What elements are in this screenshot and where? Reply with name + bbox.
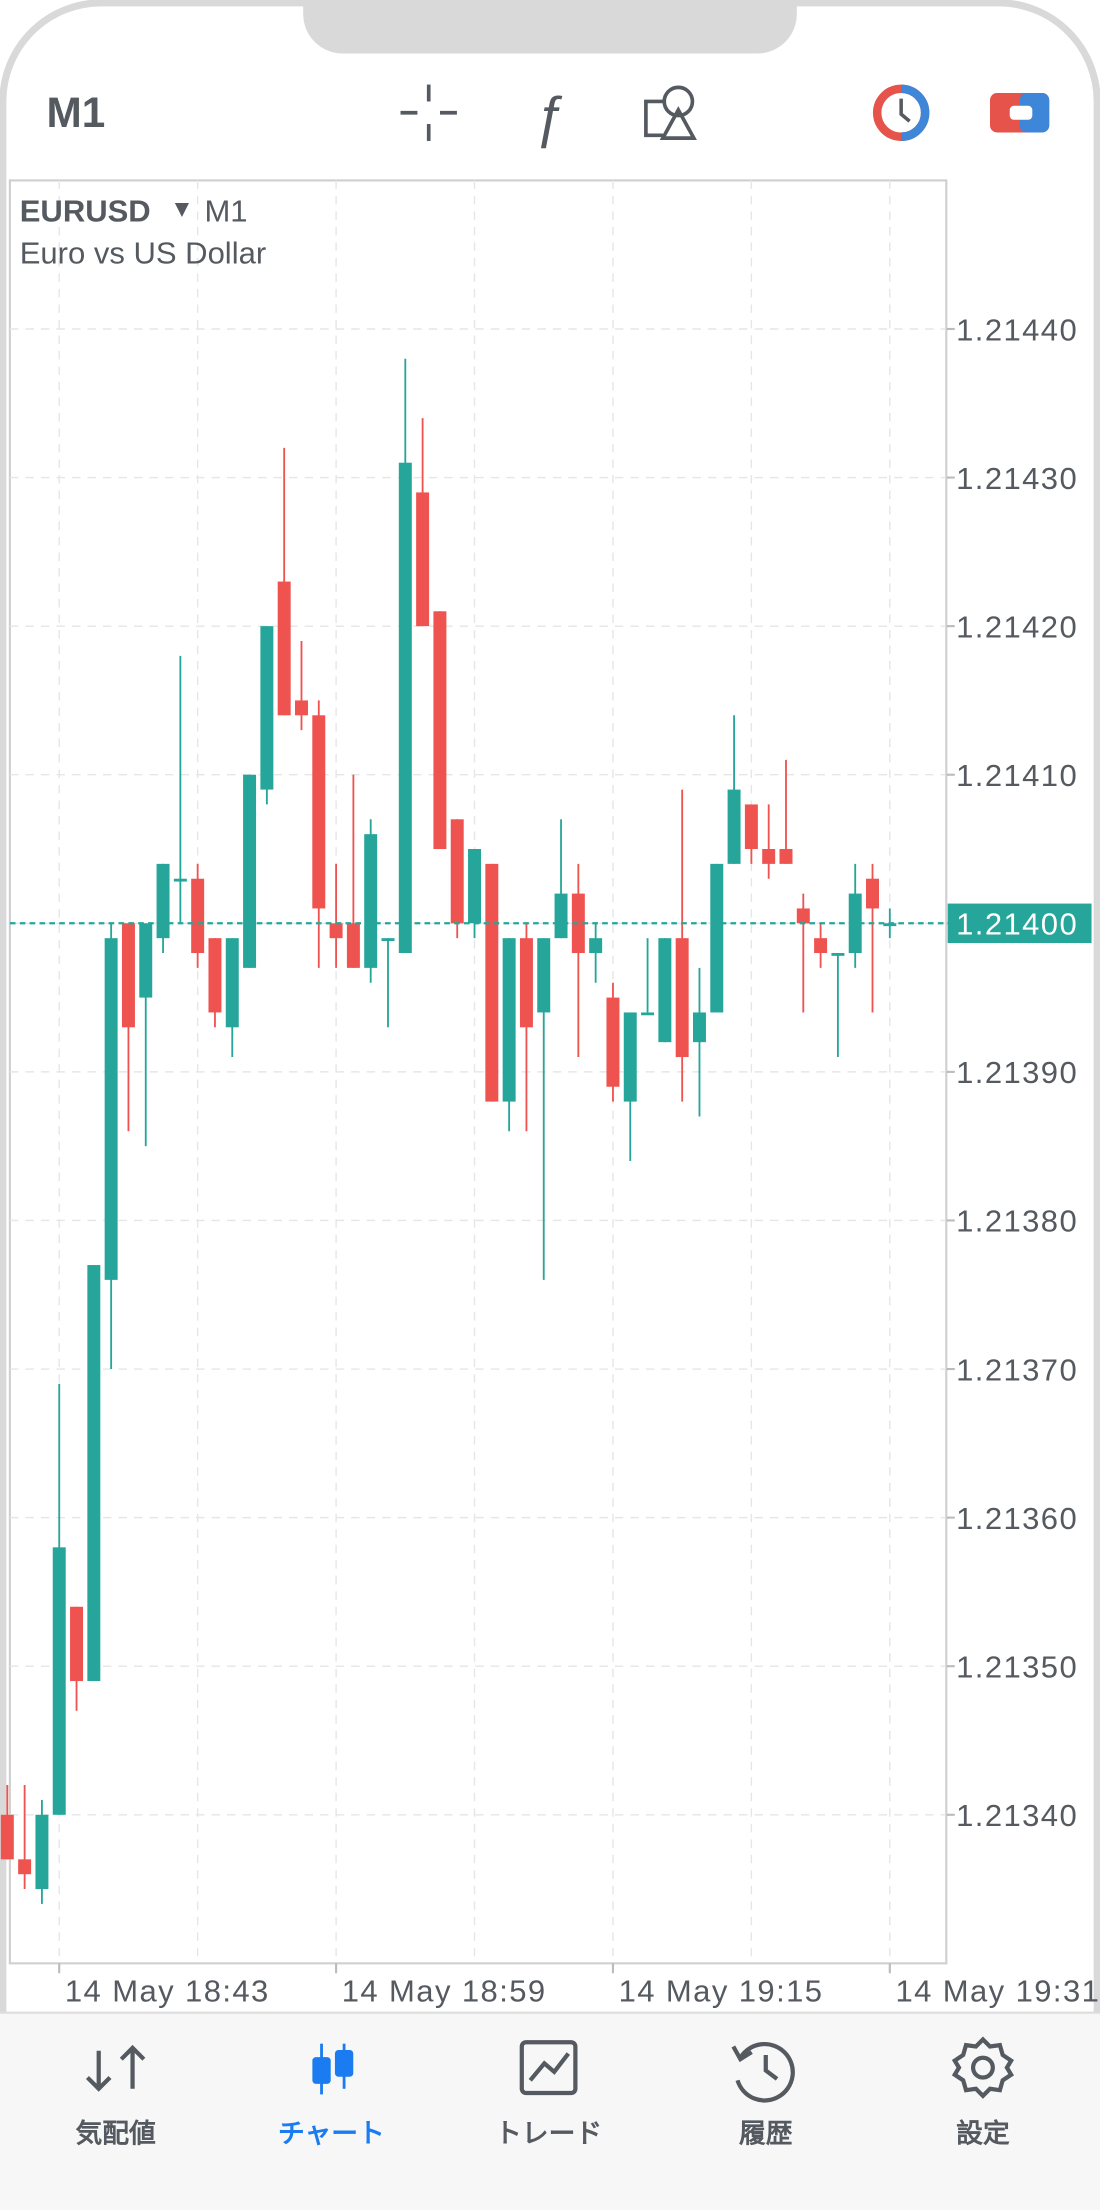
candle-body bbox=[416, 492, 430, 627]
candle-body bbox=[139, 923, 153, 998]
symbol-dropdown[interactable] bbox=[174, 202, 189, 218]
symbol: EURUSD bbox=[20, 193, 151, 228]
candle-body bbox=[589, 938, 603, 954]
candle-body bbox=[814, 938, 828, 954]
candle-body bbox=[381, 938, 395, 941]
candle-body bbox=[398, 462, 412, 954]
candle-body bbox=[104, 938, 118, 1280]
candle-body bbox=[762, 849, 776, 864]
y-tick-label: 1.21380 bbox=[956, 1204, 1078, 1239]
candle-body bbox=[260, 626, 274, 790]
y-tick-label: 1.21410 bbox=[956, 758, 1078, 793]
candle-body bbox=[692, 1012, 706, 1043]
x-tick-label: 14 May 19:31 bbox=[895, 1973, 1100, 2008]
quotes-icon bbox=[85, 2044, 146, 2092]
candle-body bbox=[831, 953, 845, 956]
candle-body bbox=[70, 1606, 84, 1682]
one-click-icon[interactable] bbox=[872, 84, 930, 141]
tab-label[interactable]: トレード bbox=[495, 2118, 602, 2148]
plot: 1.21340 1.21350 1.21360 1.21370 1.21380 1.213… bbox=[0, 180, 1100, 2008]
tab-bar bbox=[0, 2012, 1100, 2210]
tab-label[interactable]: 履歴 bbox=[739, 2118, 793, 2148]
notch bbox=[303, 0, 797, 54]
indicator-icon[interactable]: ƒ bbox=[533, 84, 564, 148]
y-tick-label: 1.21420 bbox=[956, 609, 1078, 644]
candle-body bbox=[866, 878, 879, 909]
candle-body bbox=[710, 863, 724, 1013]
candle-body bbox=[191, 878, 205, 954]
y-tick-label: 1.21390 bbox=[956, 1055, 1078, 1090]
candle-body bbox=[18, 1859, 32, 1875]
timeframe-button[interactable]: M1 bbox=[47, 89, 106, 136]
candle-body bbox=[727, 789, 741, 864]
candle-body bbox=[156, 863, 170, 939]
candle-body bbox=[364, 834, 378, 968]
candle-body bbox=[173, 878, 187, 882]
last-price-label: 1.21400 bbox=[956, 907, 1078, 942]
candle-body bbox=[571, 893, 585, 954]
candle-body bbox=[623, 1012, 637, 1102]
chart-icon bbox=[312, 2043, 354, 2095]
settings-icon bbox=[951, 2036, 1015, 2099]
trade-icon[interactable] bbox=[990, 93, 1050, 133]
y-tick-label: 1.21360 bbox=[956, 1501, 1078, 1536]
candle-body bbox=[35, 1814, 49, 1890]
candle-body bbox=[744, 804, 758, 850]
candle-body bbox=[0, 1814, 14, 1860]
candle-body bbox=[796, 908, 810, 924]
candle-body bbox=[208, 938, 222, 1013]
candle-body bbox=[294, 700, 308, 716]
candle-body bbox=[519, 938, 533, 1028]
tab-label[interactable]: 気配値 bbox=[75, 2117, 156, 2148]
crosshair-icon[interactable] bbox=[400, 84, 457, 141]
candle-body bbox=[312, 715, 326, 909]
candle-body bbox=[225, 938, 239, 1028]
tabs: 気配値 チャート トレード 履歴 設定 bbox=[75, 2117, 1009, 2148]
candle-body bbox=[641, 1012, 655, 1016]
candle-body bbox=[606, 997, 620, 1087]
candle-body bbox=[779, 849, 793, 864]
symbol-description: Euro vs US Dollar bbox=[20, 236, 266, 271]
history-icon bbox=[731, 2042, 795, 2103]
x-tick-label: 14 May 18:43 bbox=[65, 1973, 270, 2008]
last-price-box bbox=[947, 903, 1092, 944]
y-tick-label: 1.21340 bbox=[956, 1798, 1078, 1833]
candle-body bbox=[502, 938, 516, 1102]
candle-body bbox=[675, 938, 689, 1058]
candle-body bbox=[848, 893, 862, 954]
candle-body bbox=[52, 1547, 66, 1815]
x-tick-label: 14 May 18:59 bbox=[342, 1973, 547, 2008]
candle-body bbox=[450, 819, 464, 924]
chart-timeframe: M1 bbox=[204, 193, 247, 228]
trade-tab-icon bbox=[519, 2040, 578, 2096]
candle-body bbox=[433, 611, 447, 850]
candle-body bbox=[883, 923, 897, 927]
candle-body bbox=[468, 849, 482, 924]
candle-body bbox=[87, 1265, 101, 1682]
candle-body bbox=[121, 923, 135, 1028]
tab-label[interactable]: チャート bbox=[278, 2118, 385, 2148]
candle-body bbox=[329, 923, 343, 939]
candle-body bbox=[243, 774, 257, 968]
candle-body bbox=[658, 938, 672, 1043]
candle-body bbox=[554, 893, 568, 939]
y-tick-label: 1.21350 bbox=[956, 1649, 1078, 1684]
tab-label[interactable]: 設定 bbox=[956, 2117, 1010, 2148]
candle-body bbox=[485, 863, 499, 1102]
objects-icon[interactable] bbox=[644, 85, 697, 140]
y-tick-label: 1.21430 bbox=[956, 461, 1078, 496]
candle-body bbox=[277, 581, 291, 716]
candle-body bbox=[537, 938, 551, 1013]
y-tick-label: 1.21370 bbox=[956, 1352, 1078, 1387]
x-tick-label: 14 May 19:15 bbox=[619, 1973, 824, 2008]
candle-body bbox=[346, 923, 360, 968]
y-tick-label: 1.21440 bbox=[956, 312, 1078, 347]
